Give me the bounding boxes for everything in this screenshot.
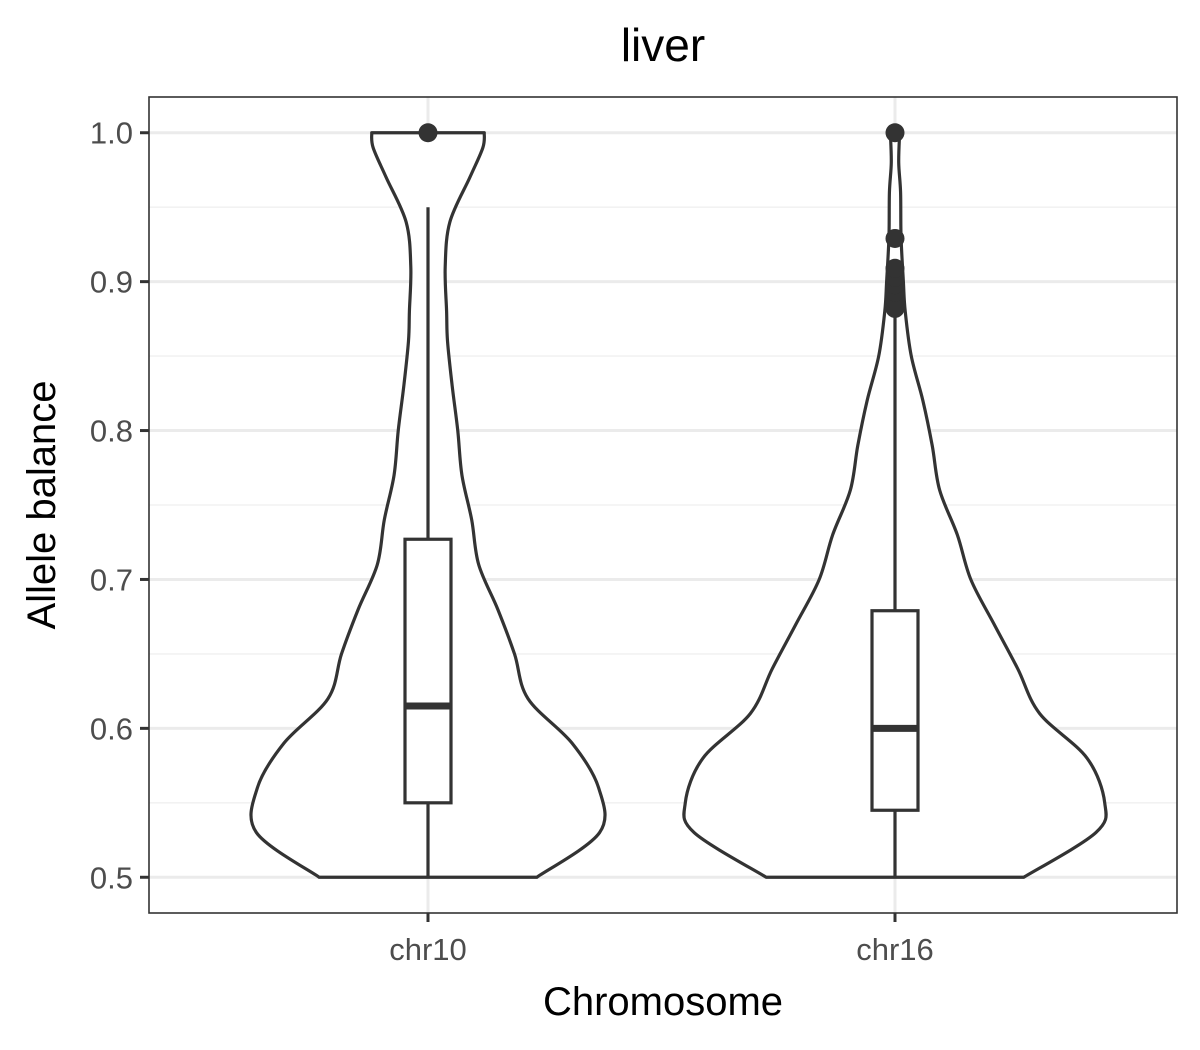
- x-tick-label-chr16: chr16: [856, 932, 934, 967]
- chart-title: liver: [621, 19, 705, 71]
- y-tick-label: 0.5: [90, 860, 133, 895]
- plot-panel-border: [148, 96, 1178, 914]
- boxplots: [403, 207, 920, 878]
- axes: 0.5 0.6 0.7 0.8 0.9 1.0 chr10 chr16: [90, 116, 934, 967]
- y-tick-label: 1.0: [90, 116, 133, 151]
- outlier-point-chr16: [885, 258, 905, 278]
- y-tick-label: 0.7: [90, 562, 133, 597]
- y-tick-label: 0.9: [90, 265, 133, 300]
- y-tick-label: 0.8: [90, 414, 133, 449]
- y-tick-label: 0.6: [90, 711, 133, 746]
- y-axis-title: Allele balance: [20, 380, 64, 629]
- x-tick-label-chr10: chr10: [389, 932, 467, 967]
- outlier-point-chr16: [885, 228, 905, 248]
- outlier-point-chr16: [885, 123, 905, 143]
- outlier-points: [418, 123, 905, 318]
- outlier-point-chr10: [418, 123, 438, 143]
- box-chr16: [870, 609, 920, 812]
- box-chr10: [403, 537, 453, 805]
- x-axis-title: Chromosome: [543, 980, 783, 1024]
